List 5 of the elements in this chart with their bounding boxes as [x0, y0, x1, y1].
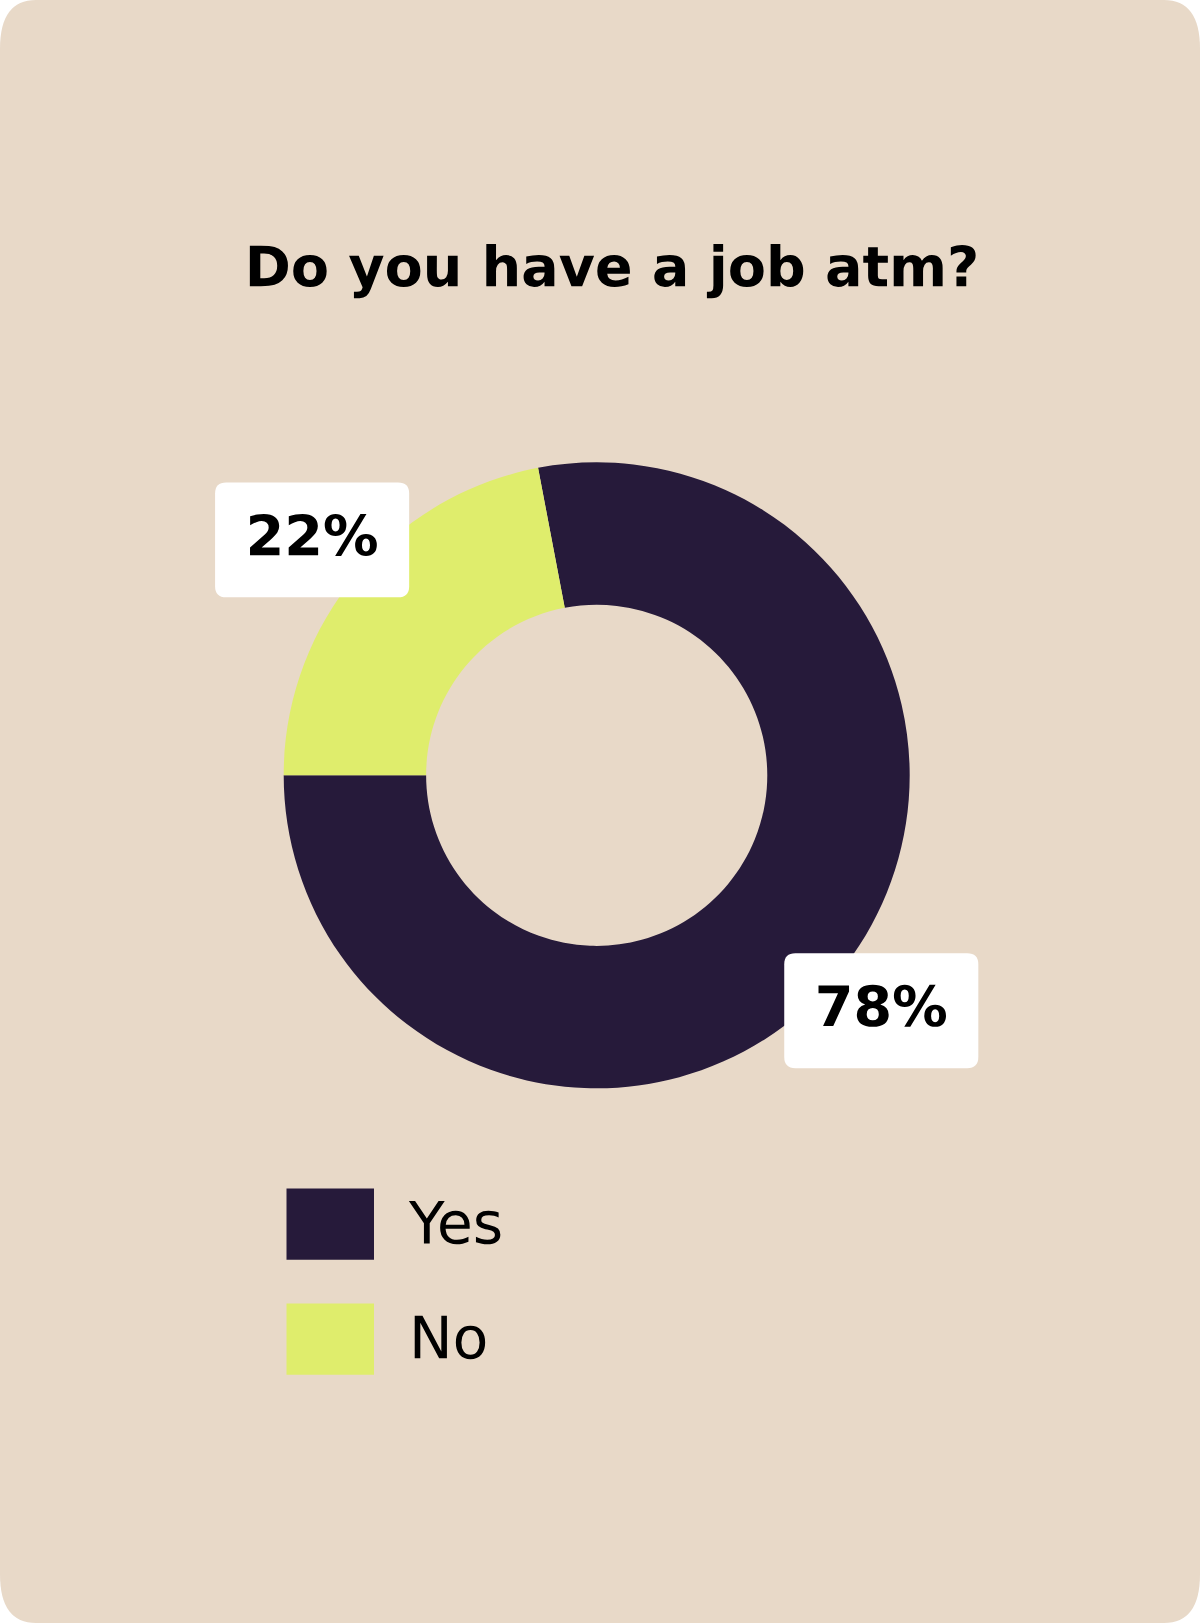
- data-label: 22%: [250, 513, 377, 556]
- legend-label: Yes: [408, 1200, 501, 1245]
- data-label: 78%: [818, 984, 946, 1027]
- chart-title: Do you have a job atm?: [249, 243, 976, 299]
- legend-label: No: [414, 1315, 486, 1360]
